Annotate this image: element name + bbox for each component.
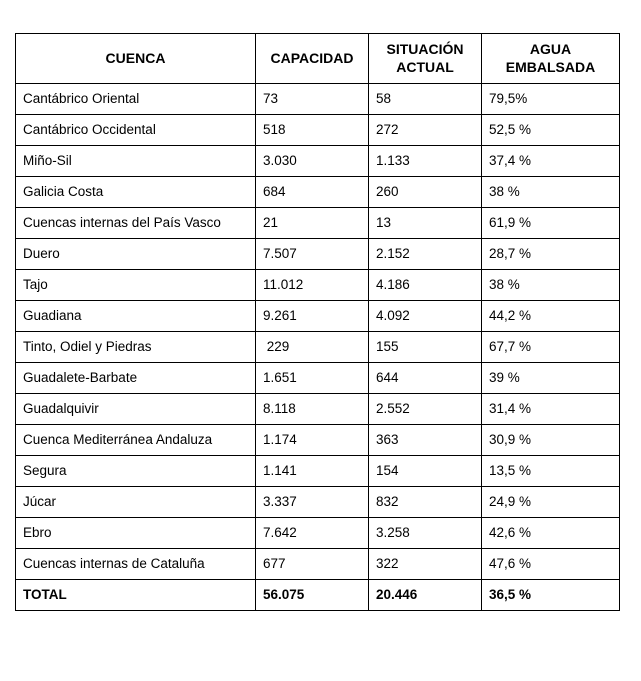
table-header: CUENCA CAPACIDAD SITUACIÓN ACTUAL AGUA E… [15, 33, 620, 84]
table-row: Júcar 3.337 832 24,9 % [15, 486, 620, 518]
cell-situacion: 4.186 [368, 269, 482, 301]
table-row: Cantábrico Oriental 73 58 79,5% [15, 83, 620, 115]
cell-cuenca: Cuenca Mediterránea Andaluza [15, 424, 256, 456]
cell-agua: 67,7 % [481, 331, 620, 363]
cell-capacidad: 1.141 [255, 455, 369, 487]
cell-capacidad: 7.507 [255, 238, 369, 270]
cell-agua: 39 % [481, 362, 620, 394]
cell-situacion: 1.133 [368, 145, 482, 177]
table-row: Miño-Sil 3.030 1.133 37,4 % [15, 145, 620, 177]
cell-cuenca: Cantábrico Oriental [15, 83, 256, 115]
cell-agua: 37,4 % [481, 145, 620, 177]
cell-agua: 28,7 % [481, 238, 620, 270]
header-row: CUENCA CAPACIDAD SITUACIÓN ACTUAL AGUA E… [15, 33, 620, 84]
cell-cuenca: Tinto, Odiel y Piedras [15, 331, 256, 363]
cell-capacidad: 9.261 [255, 300, 369, 332]
cell-capacidad: 11.012 [255, 269, 369, 301]
table-row: Guadalquivir 8.118 2.552 31,4 % [15, 393, 620, 425]
cell-situacion: 363 [368, 424, 482, 456]
cell-capacidad: 8.118 [255, 393, 369, 425]
cell-agua: 61,9 % [481, 207, 620, 239]
cell-cuenca: Duero [15, 238, 256, 270]
table-row: Guadalete-Barbate 1.651 644 39 % [15, 362, 620, 394]
table-row: Cuencas internas del País Vasco 21 13 61… [15, 207, 620, 239]
cell-cuenca: Tajo [15, 269, 256, 301]
cell-agua: 24,9 % [481, 486, 620, 518]
cell-capacidad: 73 [255, 83, 369, 115]
cell-situacion: 154 [368, 455, 482, 487]
table-row: Cuencas internas de Cataluña 677 322 47,… [15, 548, 620, 580]
cell-cuenca: Cuencas internas del País Vasco [15, 207, 256, 239]
cell-capacidad: 1.651 [255, 362, 369, 394]
total-agua: 36,5 % [481, 579, 620, 611]
cell-agua: 52,5 % [481, 114, 620, 146]
table-body: Cantábrico Oriental 73 58 79,5% Cantábri… [15, 83, 620, 580]
cell-situacion: 322 [368, 548, 482, 580]
total-situacion: 20.446 [368, 579, 482, 611]
total-capacidad: 56.075 [255, 579, 369, 611]
cell-capacidad: 229 [255, 331, 369, 363]
cell-situacion: 4.092 [368, 300, 482, 332]
cell-agua: 31,4 % [481, 393, 620, 425]
cell-cuenca: Galicia Costa [15, 176, 256, 208]
cell-situacion: 272 [368, 114, 482, 146]
cell-situacion: 155 [368, 331, 482, 363]
cell-agua: 13,5 % [481, 455, 620, 487]
cell-cuenca: Júcar [15, 486, 256, 518]
cell-capacidad: 684 [255, 176, 369, 208]
cell-capacidad: 3.030 [255, 145, 369, 177]
cell-agua: 47,6 % [481, 548, 620, 580]
cell-situacion: 260 [368, 176, 482, 208]
cell-cuenca: Miño-Sil [15, 145, 256, 177]
cell-capacidad: 677 [255, 548, 369, 580]
table-row: Tajo 11.012 4.186 38 % [15, 269, 620, 301]
table-row: Duero 7.507 2.152 28,7 % [15, 238, 620, 270]
cell-agua: 30,9 % [481, 424, 620, 456]
cell-situacion: 644 [368, 362, 482, 394]
cell-situacion: 13 [368, 207, 482, 239]
table-row: Segura 1.141 154 13,5 % [15, 455, 620, 487]
cell-situacion: 2.152 [368, 238, 482, 270]
cell-cuenca: Guadalete-Barbate [15, 362, 256, 394]
header-cuenca: CUENCA [15, 33, 256, 84]
cell-agua: 38 % [481, 176, 620, 208]
cell-situacion: 2.552 [368, 393, 482, 425]
cell-agua: 42,6 % [481, 517, 620, 549]
total-label: TOTAL [15, 579, 256, 611]
cell-cuenca: Ebro [15, 517, 256, 549]
cell-situacion: 3.258 [368, 517, 482, 549]
cell-capacidad: 3.337 [255, 486, 369, 518]
cell-agua: 38 % [481, 269, 620, 301]
cell-capacidad: 1.174 [255, 424, 369, 456]
table-row: Guadiana 9.261 4.092 44,2 % [15, 300, 620, 332]
cell-cuenca: Guadalquivir [15, 393, 256, 425]
table-row: Cantábrico Occidental 518 272 52,5 % [15, 114, 620, 146]
total-row: TOTAL 56.075 20.446 36,5 % [15, 579, 620, 611]
reservoir-table: CUENCA CAPACIDAD SITUACIÓN ACTUAL AGUA E… [15, 33, 620, 611]
table-footer: TOTAL 56.075 20.446 36,5 % [15, 579, 620, 611]
cell-capacidad: 21 [255, 207, 369, 239]
cell-agua: 79,5% [481, 83, 620, 115]
table-row: Ebro 7.642 3.258 42,6 % [15, 517, 620, 549]
cell-cuenca: Guadiana [15, 300, 256, 332]
cell-agua: 44,2 % [481, 300, 620, 332]
header-capacidad: CAPACIDAD [255, 33, 369, 84]
cell-capacidad: 518 [255, 114, 369, 146]
cell-cuenca: Segura [15, 455, 256, 487]
header-situacion-actual: SITUACIÓN ACTUAL [368, 33, 482, 84]
cell-capacidad: 7.642 [255, 517, 369, 549]
cell-situacion: 832 [368, 486, 482, 518]
cell-cuenca: Cantábrico Occidental [15, 114, 256, 146]
table-row: Galicia Costa 684 260 38 % [15, 176, 620, 208]
cell-cuenca: Cuencas internas de Cataluña [15, 548, 256, 580]
header-agua-embalsada: AGUA EMBALSADA [481, 33, 620, 84]
table-row: Cuenca Mediterránea Andaluza 1.174 363 3… [15, 424, 620, 456]
cell-situacion: 58 [368, 83, 482, 115]
table-row: Tinto, Odiel y Piedras 229 155 67,7 % [15, 331, 620, 363]
